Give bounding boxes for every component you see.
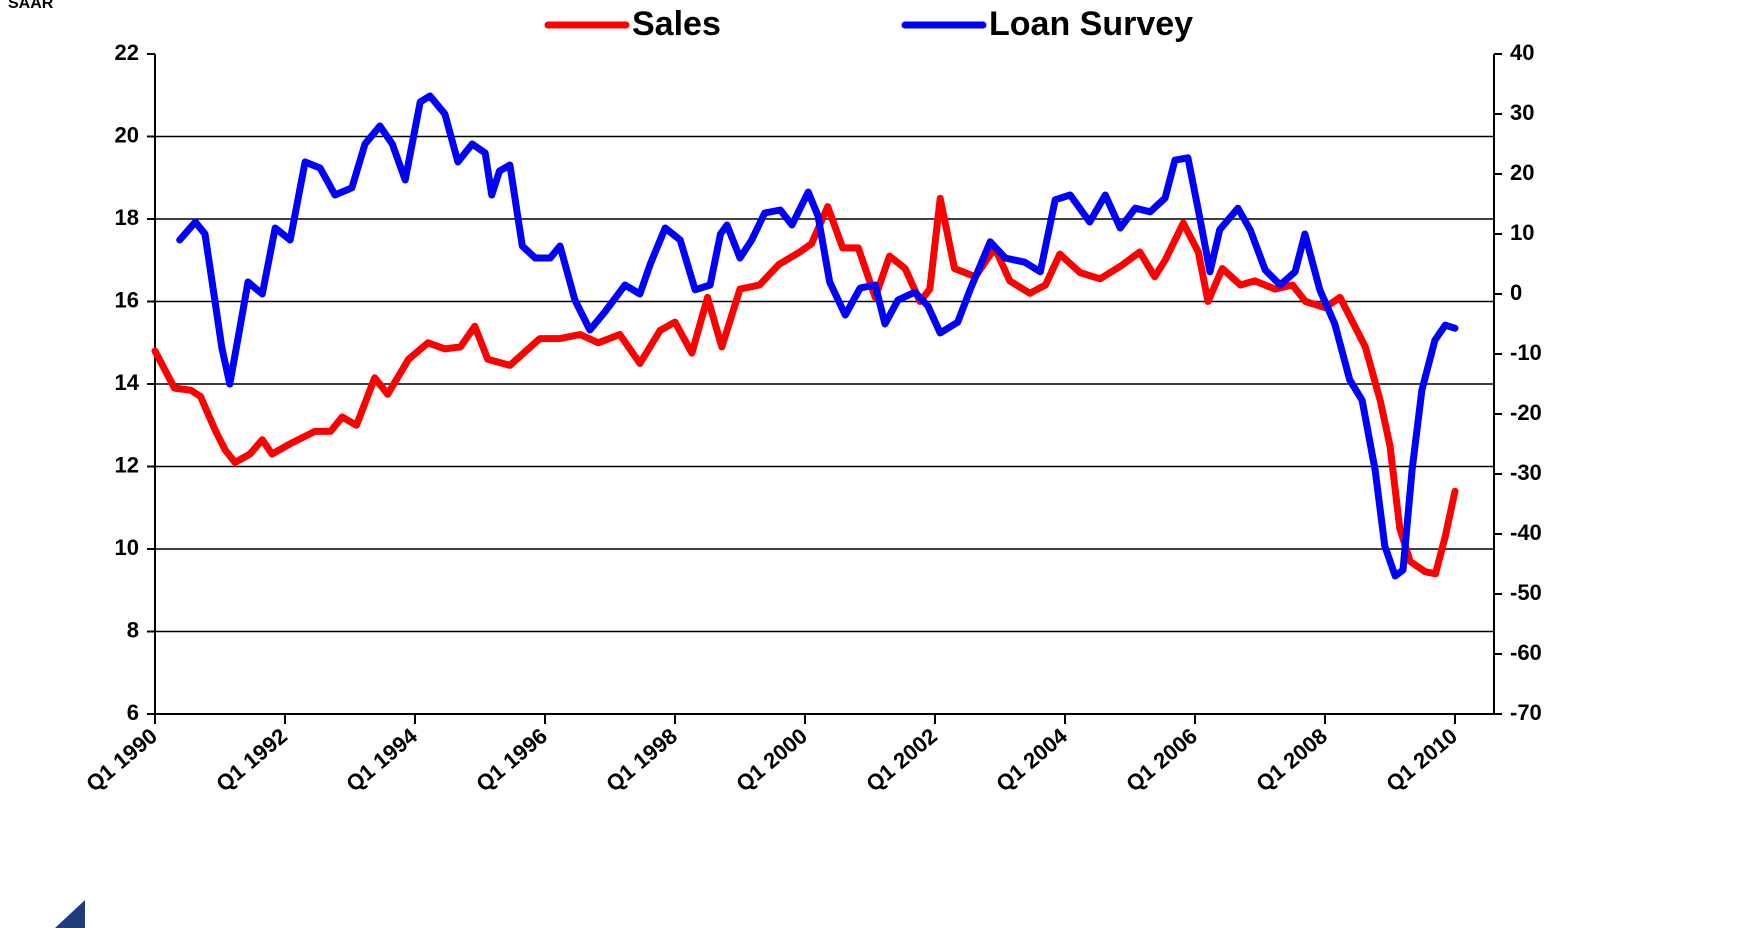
y2-tick-label: -60 <box>1510 640 1542 665</box>
x-tick-label: Q1 1990 <box>81 723 162 796</box>
y-tick-label: 12 <box>115 452 139 477</box>
x-tick-label: Q1 1994 <box>341 723 422 797</box>
y2-tick-label: -30 <box>1510 460 1542 485</box>
y2-tick-label: 20 <box>1510 160 1534 185</box>
x-tick-label: Q1 2000 <box>731 723 812 796</box>
line-series <box>151 194 1459 578</box>
y2-tick-label: -20 <box>1510 400 1542 425</box>
y-tick-label: 18 <box>115 205 139 230</box>
y2-tick-label: -10 <box>1510 340 1542 365</box>
legend-label: Loan Survey <box>989 5 1193 43</box>
x-tick-label: Q1 2002 <box>861 723 942 796</box>
y2-tick-label: -50 <box>1510 580 1542 605</box>
y2-tick-label: -70 <box>1510 700 1542 725</box>
y2-tick-label: 0 <box>1510 280 1522 305</box>
y2-tick-label: 10 <box>1510 220 1534 245</box>
x-tick-label: Q1 1996 <box>471 723 552 796</box>
x-tick-label: Q1 2006 <box>1121 723 1202 796</box>
x-tick-label: Q1 2010 <box>1381 723 1462 796</box>
legend-label: Sales <box>632 5 721 43</box>
y-tick-label: 16 <box>115 287 139 312</box>
y-tick-label: 22 <box>115 40 139 65</box>
y-tick-label: 6 <box>127 700 139 725</box>
y-tick-label: 20 <box>115 122 139 147</box>
y-tick-label: 14 <box>115 370 140 395</box>
corner-decoration <box>55 900 85 928</box>
y-tick-label: 10 <box>115 535 139 560</box>
x-tick-label: Q1 1992 <box>211 723 292 796</box>
x-tick-label: Q1 2004 <box>991 723 1072 797</box>
y2-tick-label: 30 <box>1510 100 1534 125</box>
y2-tick-label: 40 <box>1510 40 1534 65</box>
line-series <box>176 92 1459 580</box>
x-tick-label: Q1 1998 <box>601 723 682 796</box>
x-tick-label: Q1 2008 <box>1251 723 1332 796</box>
y2-tick-label: -40 <box>1510 520 1542 545</box>
y-tick-label: 8 <box>127 617 139 642</box>
y-axis-label: SAAR <box>8 0 54 12</box>
